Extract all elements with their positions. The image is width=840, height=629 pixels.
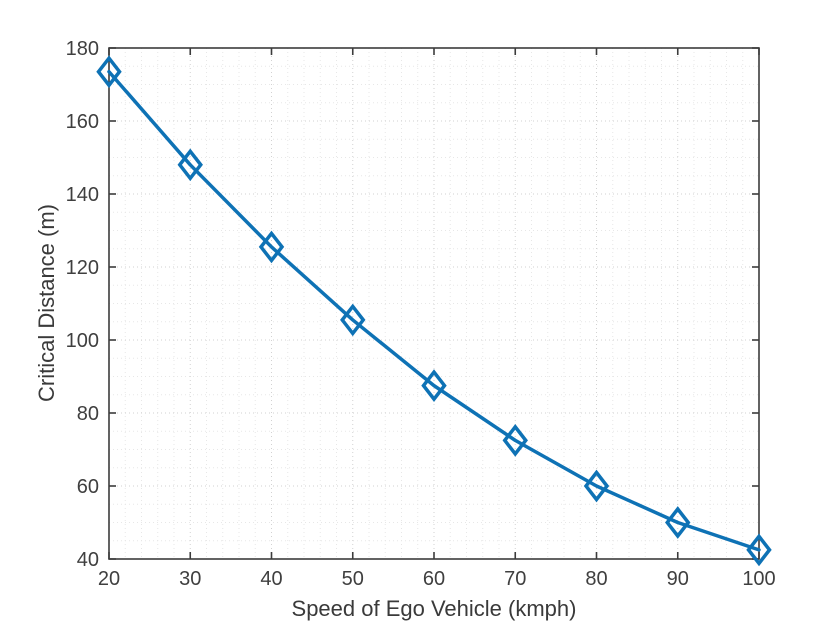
x-tick-label: 30 (179, 568, 201, 590)
data-marker-diamond (177, 148, 203, 182)
y-tick-label: 100 (66, 330, 99, 352)
x-tick-label: 20 (98, 568, 120, 590)
data-marker-diamond (665, 506, 691, 539)
y-axis-title: Critical Distance (m) (34, 203, 59, 403)
data-marker-diamond (583, 469, 610, 503)
x-tick-label: 50 (342, 568, 364, 590)
data-marker-diamond (258, 230, 285, 264)
x-tick-label: 80 (585, 568, 607, 590)
x-axis-title: Speed of Ego Vehicle (kmph) (291, 596, 577, 621)
data-marker-diamond (340, 303, 366, 337)
y-tick-label: 140 (66, 184, 99, 206)
data-marker-diamond (746, 533, 772, 567)
x-tick-label: 100 (742, 568, 775, 590)
x-tick-label: 60 (423, 568, 445, 590)
y-tick-label: 80 (77, 403, 99, 425)
y-tick-label: 60 (77, 476, 99, 498)
data-marker-diamond (502, 424, 528, 457)
x-tick-label: 90 (667, 568, 689, 590)
data-line (107, 69, 761, 552)
y-tick-label: 160 (66, 111, 99, 133)
data-marker-diamond (96, 55, 122, 89)
data-marker-diamond (421, 369, 447, 402)
y-tick-label: 40 (77, 549, 99, 571)
y-tick-label: 120 (66, 257, 99, 279)
y-tick-label: 180 (66, 38, 99, 60)
x-tick-label: 70 (504, 568, 526, 590)
x-tick-label: 40 (260, 568, 282, 590)
